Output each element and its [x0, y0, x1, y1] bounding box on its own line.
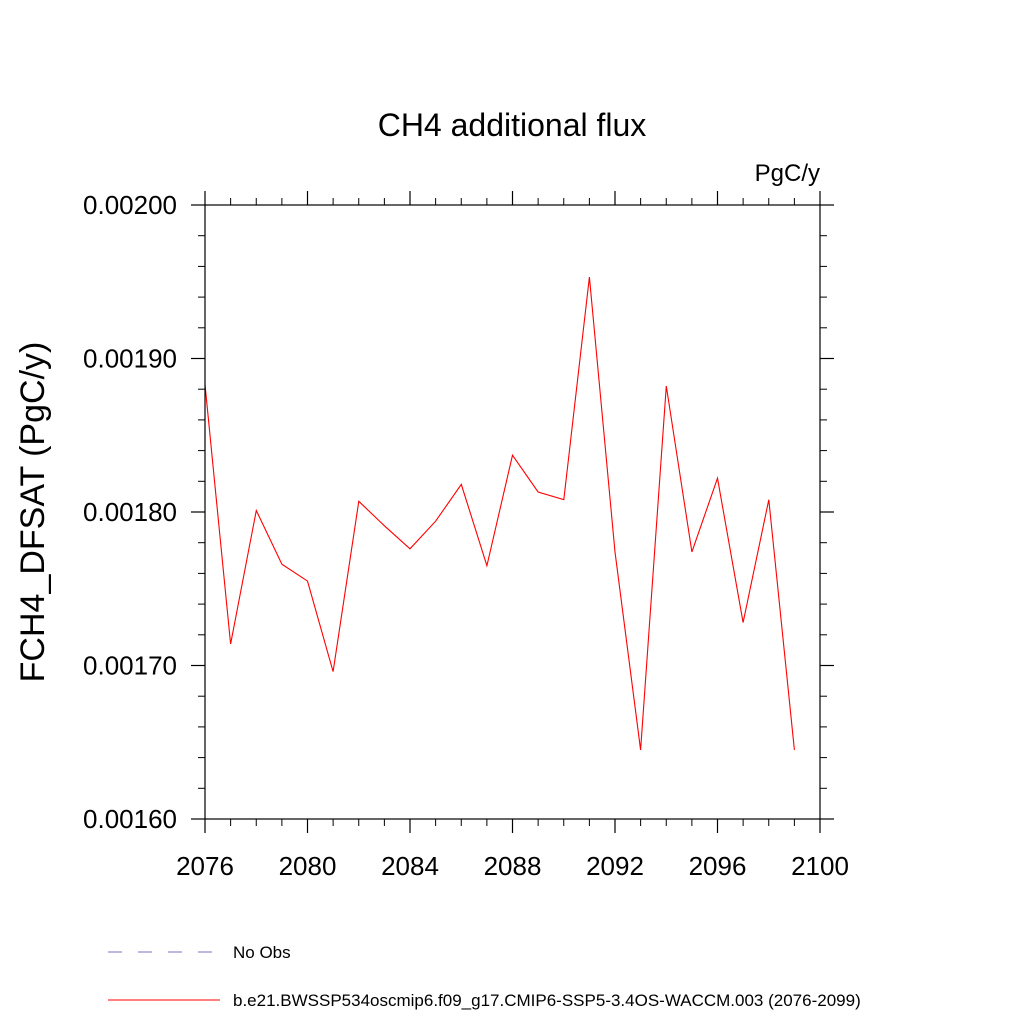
x-tick-label: 2100 — [791, 851, 849, 881]
series-line — [204, 277, 795, 750]
plot-series — [204, 277, 795, 750]
x-tick-label: 2088 — [484, 851, 542, 881]
y-tick-label: 0.00160 — [83, 804, 177, 834]
legend-label: No Obs — [233, 943, 291, 962]
x-tick-label: 2096 — [689, 851, 747, 881]
x-tick-label: 2092 — [586, 851, 644, 881]
y-axis-label: FCH4_DFSAT (PgC/y) — [14, 342, 52, 683]
x-tick-label: 2080 — [279, 851, 337, 881]
units-label: PgC/y — [755, 160, 820, 187]
chart-title: CH4 additional flux — [378, 107, 647, 143]
x-tick-label: 2084 — [381, 851, 439, 881]
axis-ticks: 2076 2080 2084 2088 2092 2096 2100 0.00160 0.001… — [83, 190, 849, 881]
legend: No Obs b.e21.BWSSP534oscmip6.f09_g17.CMIP… — [108, 943, 861, 1010]
y-tick-label: 0.00200 — [83, 190, 177, 220]
plot-frame — [204, 204, 821, 820]
y-tick-label: 0.00180 — [83, 497, 177, 527]
y-tick-label: 0.00190 — [83, 344, 177, 374]
x-tick-label: 2076 — [176, 851, 234, 881]
y-tick-label: 0.00170 — [83, 651, 177, 681]
legend-label: b.e21.BWSSP534oscmip6.f09_g17.CMIP6-SSP5… — [233, 991, 861, 1010]
